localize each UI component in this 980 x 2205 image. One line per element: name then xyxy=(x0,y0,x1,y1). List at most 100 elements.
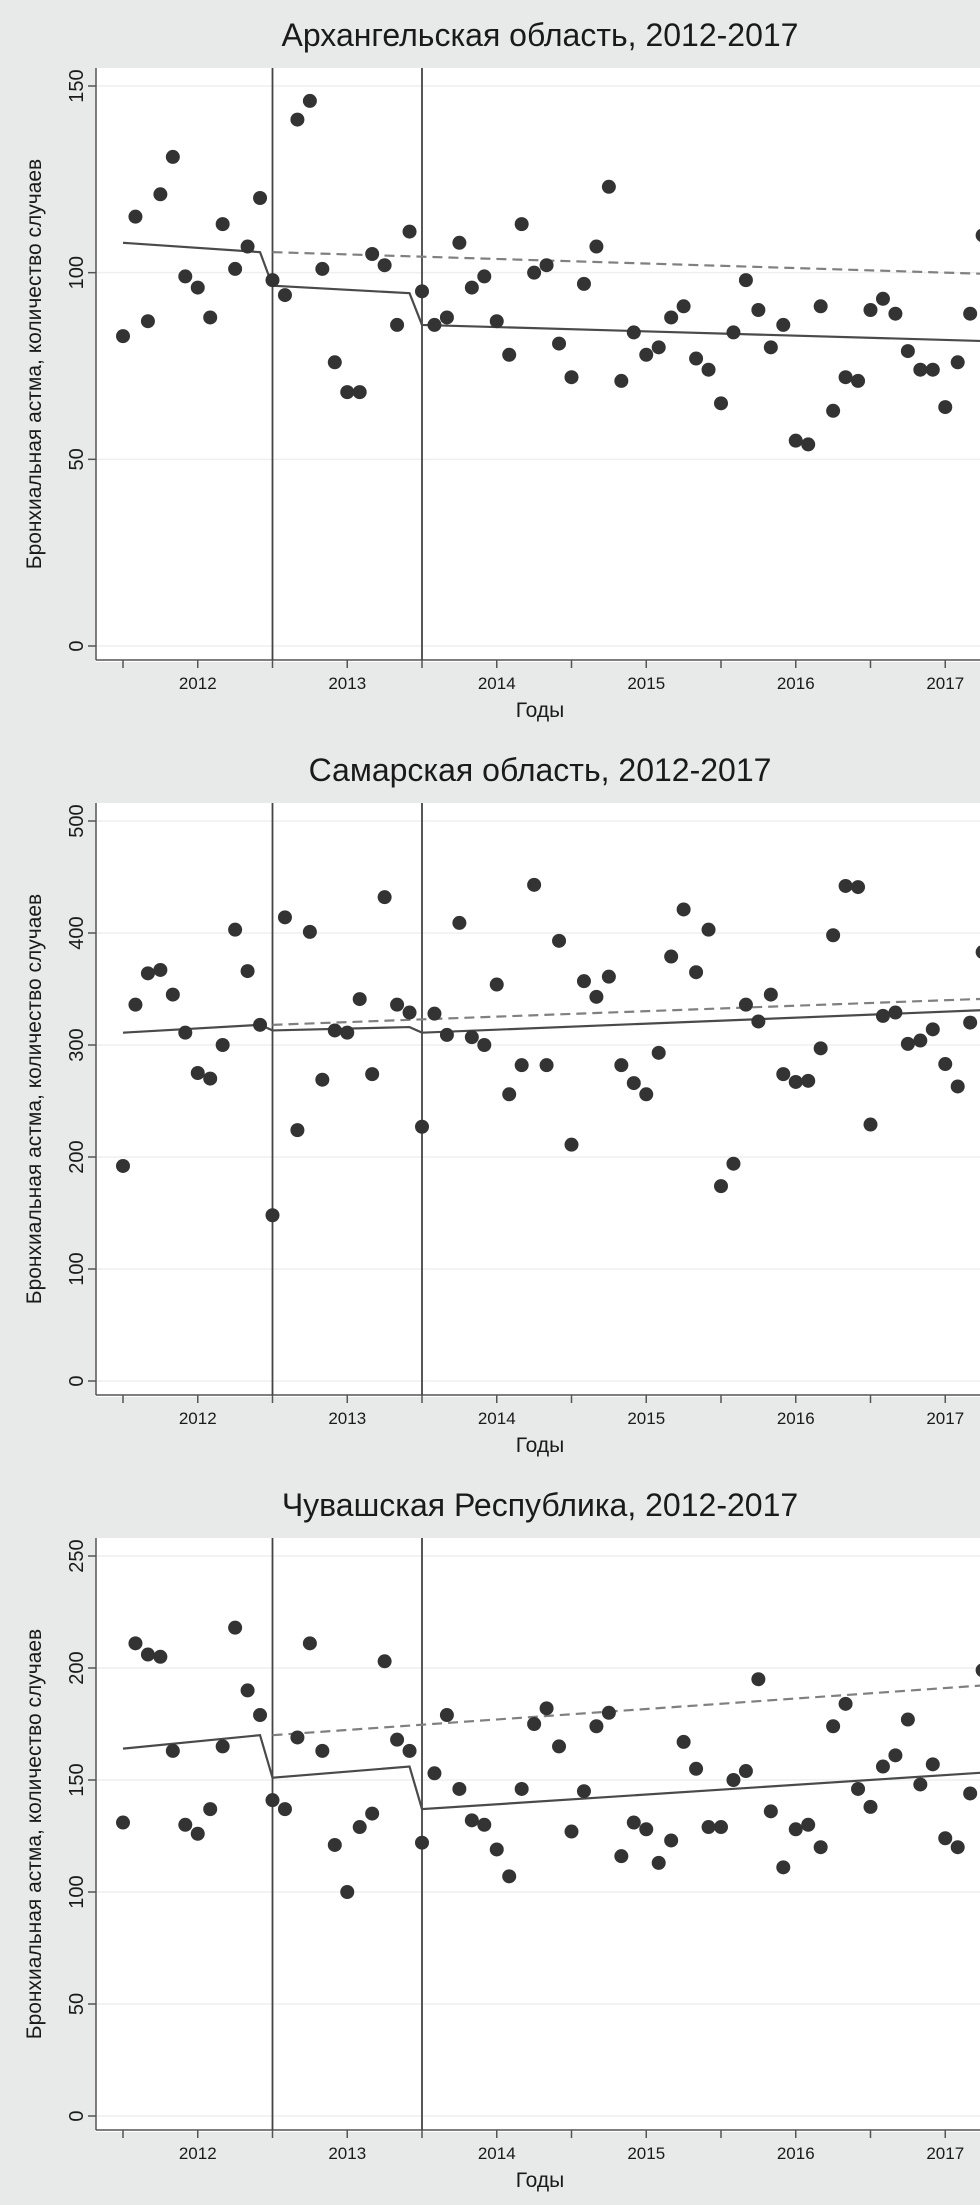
data-point xyxy=(190,1826,205,1841)
data-point xyxy=(863,303,878,317)
data-point xyxy=(240,1683,255,1698)
data-point xyxy=(751,303,766,317)
data-point xyxy=(153,187,168,202)
data-point xyxy=(215,1739,230,1754)
data-point xyxy=(415,284,429,299)
x-tick-label: 2016 xyxy=(777,674,815,693)
y-tick-label: 200 xyxy=(66,1651,88,1684)
data-point xyxy=(826,403,841,418)
data-point xyxy=(190,1066,205,1080)
data-point xyxy=(689,965,704,980)
y-tick-label: 100 xyxy=(66,256,88,289)
plot-area xyxy=(96,803,980,1397)
y-axis-label: Бронхиальная астма, количество случаев xyxy=(23,894,46,1304)
data-point xyxy=(464,1030,479,1045)
data-point xyxy=(714,396,728,411)
data-point xyxy=(140,966,155,981)
fitted-trend-line xyxy=(122,1734,980,1811)
data-point xyxy=(390,1732,405,1747)
fitted-trend-line xyxy=(122,241,980,343)
y-tick-label: 500 xyxy=(66,804,88,837)
data-point xyxy=(913,1033,928,1048)
data-point xyxy=(452,1781,467,1796)
data-point xyxy=(178,1025,193,1040)
data-point xyxy=(253,1017,268,1032)
data-point xyxy=(639,1822,654,1837)
data-point xyxy=(153,962,168,977)
data-point xyxy=(477,1038,492,1052)
data-point xyxy=(427,1006,442,1021)
x-axis-label: Годы xyxy=(516,699,565,722)
data-point xyxy=(290,1730,305,1745)
data-point xyxy=(527,877,542,892)
data-point xyxy=(738,997,753,1012)
data-point xyxy=(863,1117,878,1132)
data-point xyxy=(377,1654,392,1669)
data-point xyxy=(402,1005,417,1020)
counterfactual-trend-line xyxy=(272,251,980,275)
data-point xyxy=(938,400,953,415)
data-point xyxy=(228,261,243,276)
data-point xyxy=(664,1833,679,1848)
data-point xyxy=(601,1705,616,1720)
data-point xyxy=(290,1123,305,1138)
data-point xyxy=(228,1620,243,1635)
x-tick-label: 2012 xyxy=(179,1409,217,1428)
data-point xyxy=(726,1773,741,1787)
data-point xyxy=(776,1067,791,1082)
data-point xyxy=(502,347,517,362)
chart-title: Архангельская область, 2012-2017 xyxy=(282,17,799,53)
plot-area xyxy=(96,68,980,662)
data-point xyxy=(340,1025,355,1040)
data-point xyxy=(676,902,691,917)
data-point xyxy=(514,217,529,232)
data-point xyxy=(564,1137,579,1152)
x-tick-label: 2015 xyxy=(627,2144,665,2163)
data-point xyxy=(651,1855,666,1870)
x-tick-label: 2015 xyxy=(627,674,665,693)
data-point xyxy=(950,1840,965,1855)
data-point xyxy=(614,1849,629,1864)
y-tick-label: 300 xyxy=(66,1028,88,1061)
data-point xyxy=(726,1156,741,1171)
counterfactual-trend-line xyxy=(272,1684,980,1737)
data-point xyxy=(415,1835,429,1850)
data-point xyxy=(365,247,380,261)
data-point xyxy=(340,1885,355,1899)
data-point xyxy=(826,928,841,943)
data-point xyxy=(701,1820,716,1835)
data-point xyxy=(838,1696,853,1711)
data-point xyxy=(390,317,405,332)
x-axis-label: Годы xyxy=(516,1434,565,1457)
data-point xyxy=(888,306,903,321)
data-point xyxy=(788,1822,803,1837)
y-tick-label: 0 xyxy=(66,2110,88,2121)
y-tick-label: 200 xyxy=(66,1140,88,1173)
data-point xyxy=(900,344,915,359)
data-point xyxy=(950,355,965,370)
y-axis-label: Бронхиальная астма, количество случаев xyxy=(23,159,46,569)
data-point xyxy=(913,362,928,377)
x-tick-label: 2014 xyxy=(478,674,516,693)
data-point xyxy=(552,1739,567,1754)
data-point xyxy=(639,1087,654,1102)
data-point xyxy=(552,933,567,948)
data-point xyxy=(502,1869,517,1884)
data-point xyxy=(614,373,629,388)
data-point xyxy=(514,1058,529,1073)
data-point xyxy=(626,1076,641,1091)
data-point xyxy=(664,949,679,964)
data-point xyxy=(826,1719,841,1734)
y-tick-label: 0 xyxy=(66,640,88,651)
y-tick-label: 250 xyxy=(66,1539,88,1572)
data-point xyxy=(813,1041,828,1056)
data-point xyxy=(377,258,392,273)
data-point xyxy=(365,1067,380,1082)
data-point xyxy=(975,945,980,959)
y-tick-label: 0 xyxy=(66,1375,88,1386)
data-point xyxy=(502,1087,517,1102)
data-point xyxy=(925,1022,940,1037)
data-point xyxy=(676,299,691,314)
chart-panel-1: Архангельская область, 2012-2017 0 50 100 15… xyxy=(23,17,980,722)
data-point xyxy=(813,299,828,314)
